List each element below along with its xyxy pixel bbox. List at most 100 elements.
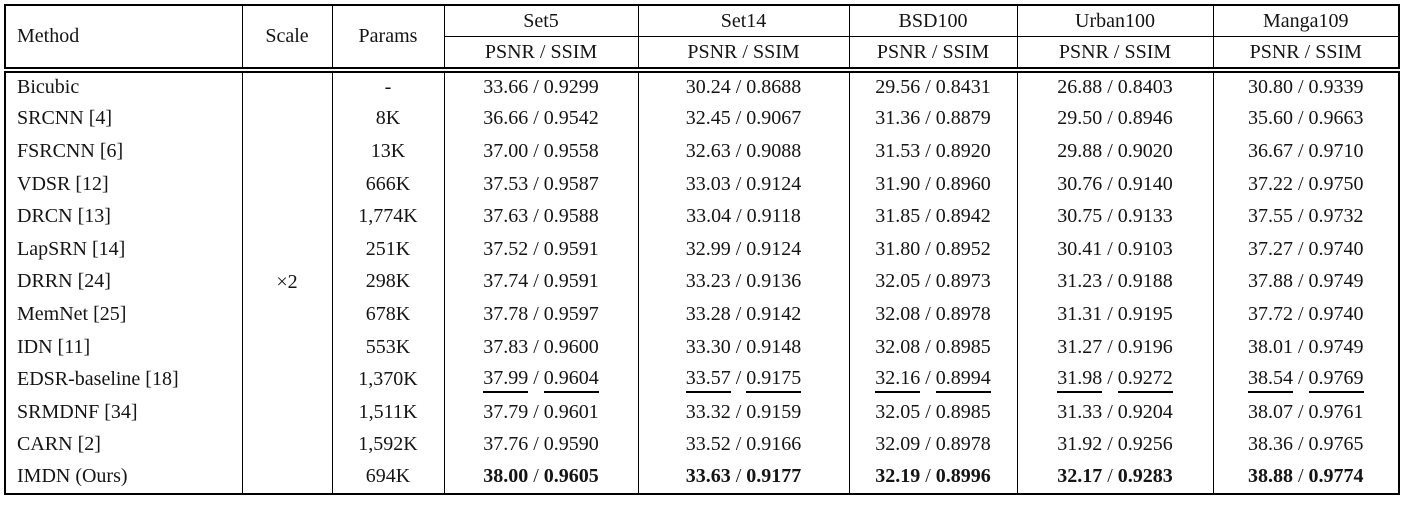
header-row-metrics: PSNR / SSIM PSNR / SSIM PSNR / SSIM PSNR… — [5, 36, 1400, 71]
slash-separator: / — [1292, 465, 1309, 488]
ssim-value: 0.8994 — [935, 367, 991, 393]
psnr-ssim-cell: 33.32 / 0.9159 — [637, 395, 850, 429]
method-cell: DRCN [13] — [4, 200, 243, 233]
params-cell: 251K — [331, 232, 445, 266]
slash-separator: / — [1292, 76, 1309, 99]
psnr-value: 33.28 — [685, 302, 731, 325]
ssim-value: 0.9339 — [1308, 76, 1364, 99]
ssim-value: 0.8985 — [935, 400, 991, 423]
psnr-ssim-cell: 33.30 / 0.9148 — [637, 330, 850, 364]
psnr-value: 32.08 — [875, 335, 921, 358]
ssim-value: 0.9542 — [543, 107, 599, 130]
psnr-value: 33.03 — [685, 172, 731, 195]
subheader-psnr-ssim: PSNR / SSIM — [443, 36, 639, 71]
table-row: CARN [2] 1,592K 37.76 / 0.9590 33.52 / 0.91… — [4, 428, 1400, 462]
psnr-ssim-cell: 29.56 / 0.8431 — [848, 67, 1018, 103]
slash-separator: / — [528, 76, 544, 99]
slash-separator: / — [528, 107, 544, 130]
slash-separator: / — [920, 270, 936, 293]
ssim-value: 0.9272 — [1117, 367, 1173, 393]
ssim-value: 0.9177 — [746, 465, 802, 488]
slash-separator: / — [528, 335, 544, 358]
ssim-value: 0.9587 — [543, 172, 599, 195]
slash-separator: / — [1292, 400, 1309, 423]
ssim-value: 0.9750 — [1308, 172, 1364, 195]
psnr-ssim-cell: 30.80 / 0.9339 — [1212, 67, 1400, 103]
ssim-value: 0.9118 — [746, 205, 801, 228]
slash-separator: / — [730, 302, 747, 325]
slash-separator: / — [528, 465, 544, 488]
psnr-ssim-cell: 30.24 / 0.8688 — [637, 67, 850, 103]
method-cell: DRRN [24] — [4, 265, 243, 299]
psnr-ssim-cell: 37.88 / 0.9749 — [1212, 265, 1400, 299]
psnr-ssim-cell: 36.67 / 0.9710 — [1212, 135, 1400, 168]
psnr-ssim-cell: 37.99 / 0.9604 — [443, 363, 639, 396]
slash-separator: / — [920, 107, 936, 130]
method-cell: VDSR [12] — [4, 167, 243, 201]
slash-separator: / — [1292, 270, 1309, 293]
psnr-ssim-cell: 30.41 / 0.9103 — [1016, 232, 1214, 266]
ssim-value: 0.8942 — [935, 205, 991, 228]
psnr-ssim-cell: 32.45 / 0.9067 — [637, 102, 850, 136]
subheader-psnr-ssim: PSNR / SSIM — [637, 36, 850, 71]
psnr-ssim-cell: 37.76 / 0.9590 — [443, 428, 639, 462]
slash-separator: / — [528, 433, 544, 456]
slash-separator: / — [730, 107, 747, 130]
psnr-ssim-cell: 37.83 / 0.9600 — [443, 330, 639, 364]
benchmark-results-table: Method Scale Params Set5 Set14 BSD100 Ur… — [4, 4, 1400, 495]
psnr-ssim-cell: 31.85 / 0.8942 — [848, 200, 1018, 233]
psnr-value: 31.33 — [1057, 400, 1103, 423]
psnr-ssim-cell: 37.22 / 0.9750 — [1212, 167, 1400, 201]
psnr-value: 30.76 — [1057, 172, 1103, 195]
psnr-value: 36.66 — [483, 107, 529, 130]
col-header-urban100: Urban100 — [1016, 4, 1214, 37]
slash-separator: / — [1292, 107, 1309, 130]
psnr-value: 32.05 — [875, 270, 921, 293]
ssim-value: 0.9740 — [1308, 302, 1364, 325]
psnr-value: 37.27 — [1247, 237, 1293, 260]
psnr-ssim-cell: 33.52 / 0.9166 — [637, 428, 850, 462]
method-cell: IDN [11] — [4, 330, 243, 364]
params-cell: - — [331, 67, 445, 103]
psnr-value: 30.41 — [1057, 237, 1103, 260]
slash-separator: / — [1102, 465, 1118, 488]
psnr-ssim-cell: 38.01 / 0.9749 — [1212, 330, 1400, 364]
ssim-value: 0.9142 — [746, 302, 802, 325]
ssim-value: 0.8978 — [935, 433, 991, 456]
psnr-ssim-cell: 31.53 / 0.8920 — [848, 135, 1018, 168]
slash-separator: / — [1102, 433, 1118, 456]
psnr-value: 35.60 — [1247, 107, 1293, 130]
col-header-method: Method — [4, 4, 243, 71]
ssim-value: 0.9133 — [1117, 205, 1173, 228]
psnr-value: 38.54 — [1247, 367, 1293, 393]
psnr-value: 37.52 — [483, 237, 529, 260]
ssim-value: 0.9124 — [746, 237, 802, 260]
ssim-value: 0.9148 — [746, 335, 802, 358]
ssim-value: 0.9196 — [1117, 335, 1173, 358]
ssim-value: 0.9590 — [543, 433, 599, 456]
ssim-value: 0.8879 — [935, 107, 991, 130]
psnr-ssim-cell: 32.16 / 0.8994 — [848, 363, 1018, 396]
slash-separator: / — [1102, 237, 1118, 260]
psnr-ssim-cell: 37.78 / 0.9597 — [443, 298, 639, 331]
psnr-ssim-cell: 31.33 / 0.9204 — [1016, 395, 1214, 429]
psnr-value: 38.01 — [1247, 335, 1293, 358]
psnr-value: 37.53 — [483, 172, 529, 195]
psnr-ssim-cell: 32.63 / 0.9088 — [637, 135, 850, 168]
psnr-value: 31.27 — [1057, 335, 1103, 358]
slash-separator: / — [528, 172, 544, 195]
slash-separator: / — [1102, 366, 1118, 389]
psnr-ssim-cell: 30.75 / 0.9133 — [1016, 200, 1214, 233]
ssim-value: 0.9159 — [746, 400, 802, 423]
psnr-value: 32.09 — [875, 433, 921, 456]
slash-separator: / — [1292, 205, 1309, 228]
psnr-value: 33.30 — [685, 335, 731, 358]
slash-separator: / — [730, 335, 747, 358]
psnr-value: 32.99 — [685, 237, 731, 260]
table-row: Bicubic ×2-33.66 / 0.9299 30.24 / 0.8688 29… — [4, 67, 1400, 494]
slash-separator: / — [528, 366, 544, 389]
ssim-value: 0.9605 — [543, 465, 599, 488]
psnr-ssim-cell: 33.63 / 0.9177 — [637, 461, 850, 494]
table-row: SRMDNF [34] 1,511K 37.79 / 0.9601 33.32 / 0… — [4, 395, 1400, 429]
slash-separator: / — [1292, 139, 1309, 162]
